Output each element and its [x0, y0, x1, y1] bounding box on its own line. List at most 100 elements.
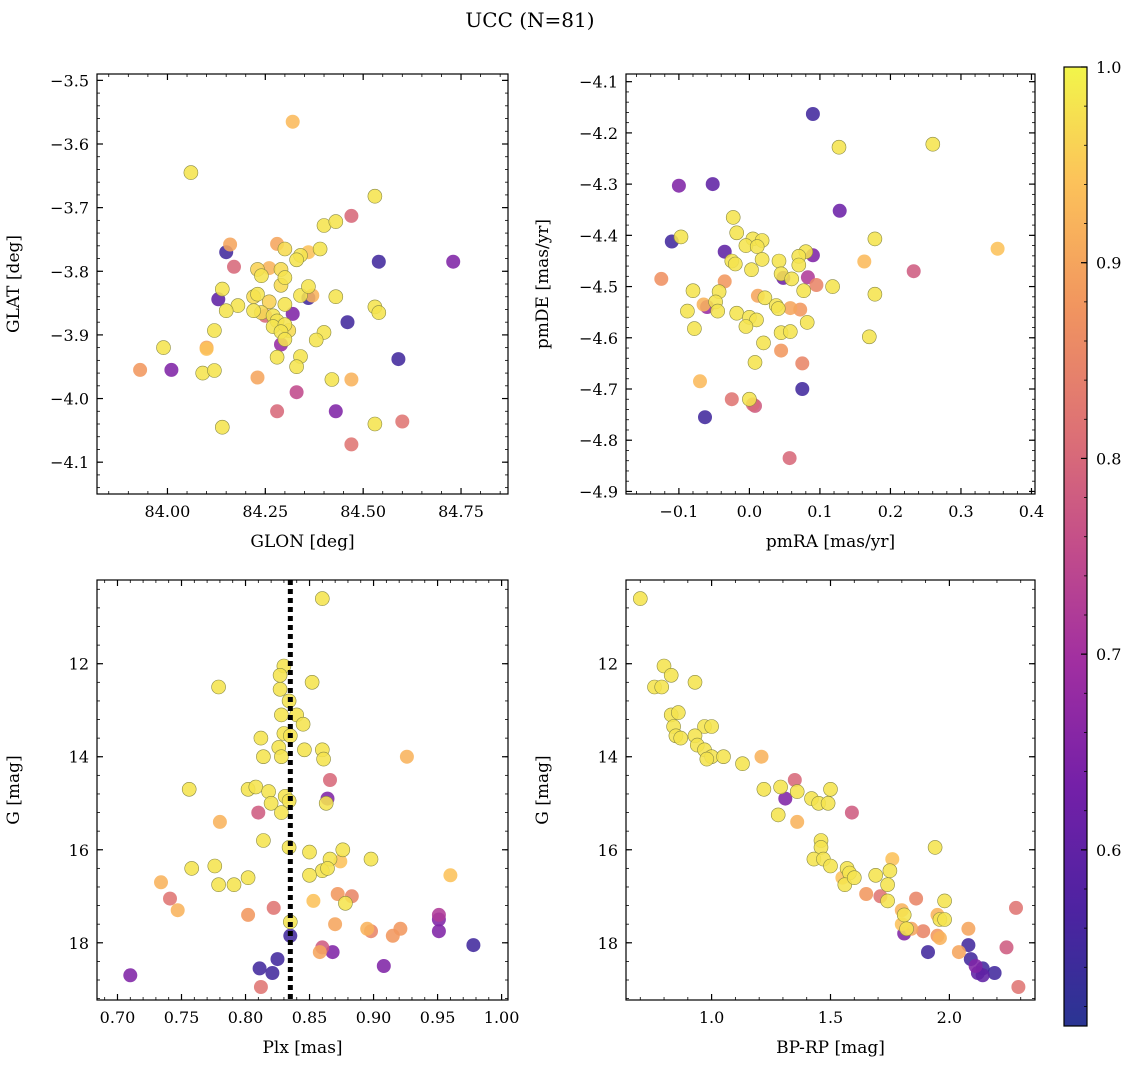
data-point: [218, 303, 234, 319]
y-tick-label: −3.8: [50, 262, 89, 281]
axes-frame: [96, 579, 509, 1001]
data-point: [880, 893, 895, 909]
colorbar-tick-label: 0.8: [1096, 449, 1121, 468]
colorbar-tick-label: 1.0: [1096, 58, 1121, 77]
data-point: [269, 349, 285, 365]
data-point: [272, 681, 288, 697]
y-tick-label: −4.4: [579, 226, 618, 245]
x-tick-label: 0.4: [1019, 502, 1044, 521]
y-tick-label: 16: [598, 841, 618, 860]
data-point: [181, 781, 197, 797]
data-point: [729, 305, 745, 321]
data-point: [154, 875, 168, 890]
y-tick-label: −4.1: [579, 73, 618, 92]
data-point: [316, 751, 331, 767]
y-tick-label: −3.5: [50, 71, 89, 90]
data-point: [747, 355, 763, 370]
data-point: [320, 861, 335, 876]
data-point: [344, 208, 359, 223]
data-point: [880, 877, 895, 893]
data-point: [823, 858, 838, 874]
y-tick-label: 14: [598, 748, 618, 767]
data-point: [696, 297, 711, 312]
data-point: [215, 419, 230, 435]
data-point: [859, 887, 874, 901]
data-point: [183, 165, 199, 180]
data-point: [687, 674, 703, 690]
data-point: [654, 271, 669, 286]
data-point: [867, 286, 883, 302]
data-point: [756, 781, 772, 797]
data-point: [744, 262, 759, 278]
data-point: [754, 749, 769, 764]
data-point: [263, 795, 279, 811]
data-point: [253, 980, 268, 994]
data-point: [705, 177, 720, 192]
data-point: [749, 239, 765, 254]
data-point: [742, 391, 757, 407]
data-point: [266, 900, 281, 915]
data-point: [215, 281, 230, 297]
y-tick-label: 18: [69, 934, 89, 953]
data-point: [265, 966, 280, 980]
data-point: [832, 203, 847, 218]
data-point: [654, 679, 670, 695]
data-point: [757, 290, 773, 306]
y-tick-label: −4.3: [579, 175, 618, 194]
data-point: [312, 945, 327, 960]
data-point: [784, 271, 800, 287]
x-tick-label: 0.1: [807, 502, 832, 521]
data-point: [270, 404, 285, 419]
data-point: [443, 868, 458, 883]
data-point: [831, 139, 847, 155]
y-tick-label: 18: [598, 934, 618, 953]
data-point: [632, 591, 648, 606]
data-point: [272, 667, 288, 683]
colorbar: 0.6 0.7 0.8 0.9 1.0: [1063, 58, 1121, 1027]
data-point: [399, 749, 414, 764]
figure-title: UCC (N=81): [465, 8, 594, 32]
data-point: [274, 805, 289, 820]
data-point: [184, 861, 199, 876]
y-tick-label: −4.0: [50, 390, 89, 409]
data-point: [789, 784, 805, 799]
x-tick-label: 0.3: [948, 502, 973, 521]
data-point: [256, 749, 271, 765]
data-point: [277, 241, 293, 257]
y-tick-label: 12: [598, 655, 618, 674]
data-point: [724, 392, 739, 407]
data-point: [867, 231, 883, 247]
data-point: [857, 254, 872, 269]
y-tick-label: −4.1: [50, 453, 89, 472]
data-point: [207, 323, 222, 338]
data-point: [909, 891, 924, 906]
x-tick-label: 0.75: [164, 1008, 200, 1027]
data-point: [289, 359, 304, 375]
data-point: [306, 893, 321, 908]
data-point: [344, 372, 359, 387]
data-point: [704, 719, 719, 734]
data-point: [799, 315, 815, 330]
data-point: [699, 751, 715, 767]
x-axis-label: BP-RP [mag]: [776, 1038, 885, 1058]
data-point: [344, 437, 359, 452]
data-point: [211, 877, 226, 893]
data-point: [212, 814, 227, 829]
x-axis-label: pmRA [mas/yr]: [766, 532, 895, 552]
y-tick-label: −4.7: [579, 380, 618, 399]
scatter-points: [632, 591, 1026, 994]
data-point: [791, 257, 807, 273]
x-axis-label: GLON [deg]: [250, 532, 354, 552]
data-point: [274, 707, 289, 723]
x-tick-label: 84.25: [242, 502, 288, 521]
y-axis-label: G [mag]: [533, 755, 553, 824]
y-tick-label: 14: [69, 748, 89, 767]
data-point: [729, 225, 745, 241]
colorbar-tick-label: 0.6: [1096, 841, 1121, 860]
data-point: [295, 716, 311, 732]
data-point: [285, 114, 300, 129]
data-point: [671, 178, 686, 193]
data-point: [289, 385, 304, 400]
x-tick-label: 0.2: [878, 502, 903, 521]
data-point: [163, 891, 177, 906]
